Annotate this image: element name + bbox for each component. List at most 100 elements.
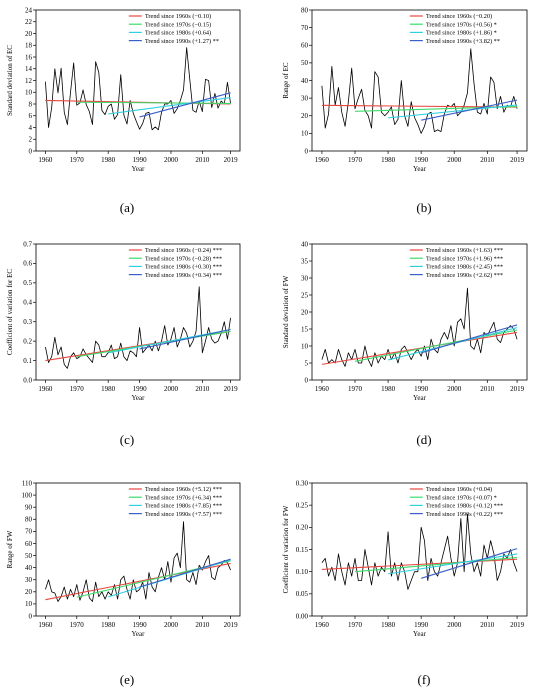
x-tick-label: 1960 xyxy=(315,385,330,393)
y-tick-label: 2 xyxy=(29,136,33,144)
plot-frame xyxy=(35,482,241,617)
x-tick-label: 1990 xyxy=(414,621,429,629)
y-tick-label: 80 xyxy=(25,516,33,524)
legend-entry: Trend since 1970s (+0.56) * xyxy=(426,21,497,28)
legend: Trend since 1960s (−0.24) ***Trend since… xyxy=(128,247,222,279)
x-tick-label: 1980 xyxy=(381,385,396,393)
chart-panel-d: 0 5 10 15 20 25 30 35 40 1960 1970 1980 1990 2000 2010… xyxy=(282,240,528,447)
y-tick-label: 10 xyxy=(25,89,33,97)
legend: Trend since 1960s (−0.10)Trend since 197… xyxy=(128,13,219,45)
x-tick-label: 2000 xyxy=(447,385,462,393)
x-tick-label: 1970 xyxy=(348,156,363,164)
y-tick-label: 24 xyxy=(25,6,33,14)
data-series-line xyxy=(45,47,231,131)
data-series-line xyxy=(45,286,231,369)
y-tick-label: 20 xyxy=(25,30,33,38)
x-tick-label: 1990 xyxy=(414,156,429,164)
legend-entry: Trend since 1980s (+2.45) *** xyxy=(426,264,503,271)
y-tick-label: 80 xyxy=(301,6,309,14)
y-tick-label: 6 xyxy=(29,112,33,120)
trend-line-4 xyxy=(139,328,231,350)
y-tick-label: 0.4 xyxy=(23,299,32,307)
y-axis-title: Standard deviation of EC xyxy=(6,45,14,116)
x-tick-label: 2019 xyxy=(510,156,525,164)
y-tick-label: 100 xyxy=(22,491,33,499)
trend-line-4 xyxy=(420,548,518,579)
y-tick-label: 35 xyxy=(301,257,309,265)
y-axis-title: Standard deviation of FW xyxy=(282,275,290,348)
trend-line-2 xyxy=(354,329,518,362)
y-tick-label: 0.15 xyxy=(296,546,309,554)
chart-panel-b: 0 10 20 30 40 50 60 70 80 1960 1970 1980 1990 2000 201… xyxy=(282,6,528,215)
legend-entry: Trend since 1970s (−0.15) xyxy=(145,21,211,28)
y-tick-label: 22 xyxy=(25,18,33,26)
legend: Trend since 1960s (+5.12) ***Trend since… xyxy=(128,486,222,518)
y-tick-label: 0 xyxy=(305,147,309,155)
plot-frame xyxy=(35,243,241,381)
y-tick-label: 40 xyxy=(301,240,309,248)
x-tick-label: 2019 xyxy=(510,385,525,393)
y-tick-label: 8 xyxy=(29,100,33,108)
y-tick-label: 4 xyxy=(29,124,33,132)
legend-entry: Trend since 1970s (−0.28) *** xyxy=(145,255,222,262)
x-tick-label: 1960 xyxy=(38,621,53,629)
legend-entry: Trend since 1990s (+2.62) *** xyxy=(426,272,503,279)
x-tick-label: 1980 xyxy=(381,621,396,629)
y-tick-label: 0.2 xyxy=(23,337,32,345)
legend-entry: Trend since 1960s (−0.24) *** xyxy=(145,247,222,254)
y-axis-title: Coefficient of variation for FW xyxy=(282,505,290,593)
y-tick-label: 50 xyxy=(301,59,309,67)
trend-line-4 xyxy=(421,324,518,354)
y-tick-label: 0.00 xyxy=(296,612,309,620)
y-tick-label: 30 xyxy=(301,274,309,282)
y-tick-label: 30 xyxy=(25,576,33,584)
x-tick-label: 1990 xyxy=(133,156,148,164)
trend-line-3 xyxy=(387,553,518,575)
y-tick-label: 5 xyxy=(305,359,309,367)
x-tick-label: 1980 xyxy=(101,621,116,629)
x-tick-label: 2019 xyxy=(224,385,239,393)
data-series-line xyxy=(321,513,518,590)
legend-entry: Trend since 1980s (+0.12) *** xyxy=(426,503,503,510)
y-tick-label: 18 xyxy=(25,42,33,50)
panel-label: (a) xyxy=(120,200,134,215)
y-tick-label: 110 xyxy=(22,479,33,487)
y-tick-label: 12 xyxy=(25,77,33,85)
x-tick-label: 1970 xyxy=(348,385,363,393)
legend: Trend since 1960s (+1.63) *** Trend since… xyxy=(409,247,503,279)
chart-panel-c: 0.0 0.1 0.2 0.3 0.4 0.5 0.6 0.7 1960 1970 1980 1990… xyxy=(6,240,241,447)
y-axis-title: Coefficient of variation for EC xyxy=(6,269,14,356)
x-tick-label: 1990 xyxy=(133,621,148,629)
y-tick-label: 0.10 xyxy=(296,568,309,576)
y-tick-label: 20 xyxy=(301,112,309,120)
legend-entry: Trend since 1980s (+0.64) xyxy=(145,30,211,37)
y-tick-label: 10 xyxy=(301,130,309,138)
x-tick-label: 2000 xyxy=(164,156,179,164)
y-tick-label: 40 xyxy=(301,77,309,85)
panel-label: (e) xyxy=(120,672,134,687)
legend-entry: Trend since 1960s (+1.63) *** xyxy=(426,247,503,254)
x-axis-title: Year xyxy=(413,394,427,402)
y-tick-label: 40 xyxy=(25,564,33,572)
y-tick-label: 0 xyxy=(29,147,33,155)
x-tick-label: 2000 xyxy=(447,156,462,164)
x-axis-title: Year xyxy=(413,165,427,173)
x-tick-label: 2019 xyxy=(224,156,239,164)
y-tick-label: 20 xyxy=(25,588,33,596)
y-tick-label: 0.6 xyxy=(23,260,32,268)
legend-entry: Trend since 1960s (+0.04) xyxy=(426,486,492,493)
x-tick-label: 2019 xyxy=(510,621,525,629)
x-tick-label: 2000 xyxy=(447,621,462,629)
y-tick-label: 0.7 xyxy=(23,240,32,248)
legend: Trend since 1960s (+0.04)Trend since 197… xyxy=(409,486,503,518)
y-tick-label: 0.0 xyxy=(23,376,32,384)
x-axis-title: Year xyxy=(132,630,146,638)
x-tick-label: 1980 xyxy=(381,156,396,164)
x-tick-label: 1960 xyxy=(38,385,53,393)
x-tick-label: 1990 xyxy=(414,385,429,393)
panel-label: (c) xyxy=(120,432,134,447)
data-series-line xyxy=(321,48,518,134)
trend-line-4 xyxy=(139,558,231,588)
legend-entry: Trend since 1970s (+0.07) * xyxy=(426,494,497,501)
